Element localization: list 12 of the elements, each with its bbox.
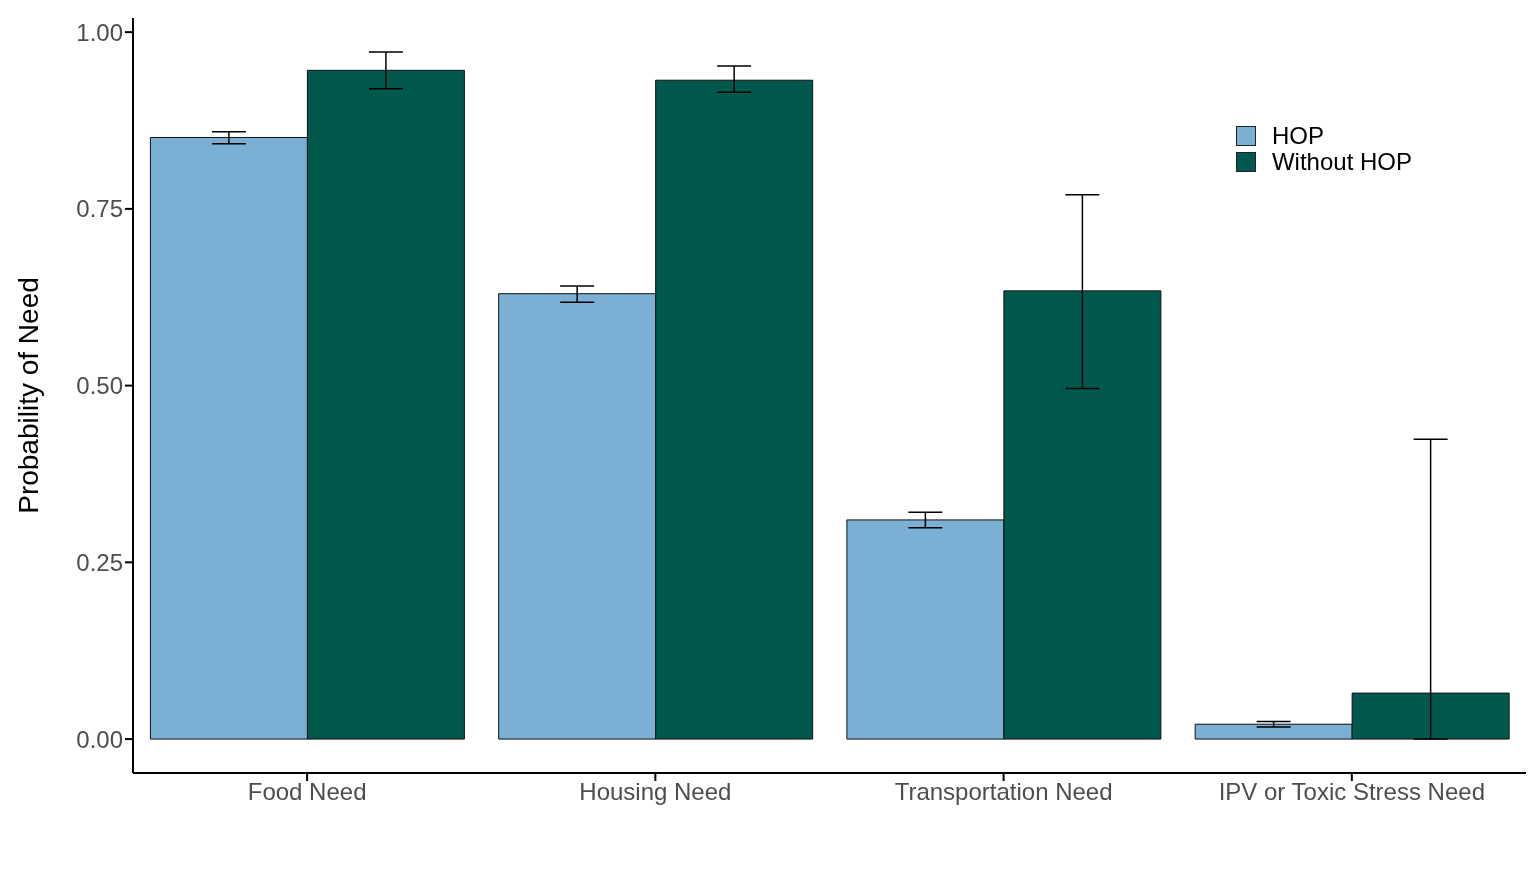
y-axis-title: Probability of Need [12, 277, 44, 514]
y-tick-label: 0.25 [76, 548, 123, 576]
x-tick-label: Transportation Need [894, 778, 1113, 806]
legend-label: Without HOP [1271, 148, 1412, 175]
legend-label: HOP [1271, 122, 1324, 149]
y-tick-label: 0.50 [76, 372, 123, 400]
x-tick-label: Housing Need [579, 778, 732, 806]
x-tick-label: Food Need [247, 778, 367, 806]
y-tick-label: 0.00 [76, 725, 123, 753]
x-tick-label: IPV or Toxic Stress Need [1218, 778, 1486, 806]
y-tick-label: 0.75 [76, 195, 123, 223]
y-tick-label: 1.00 [76, 18, 123, 46]
